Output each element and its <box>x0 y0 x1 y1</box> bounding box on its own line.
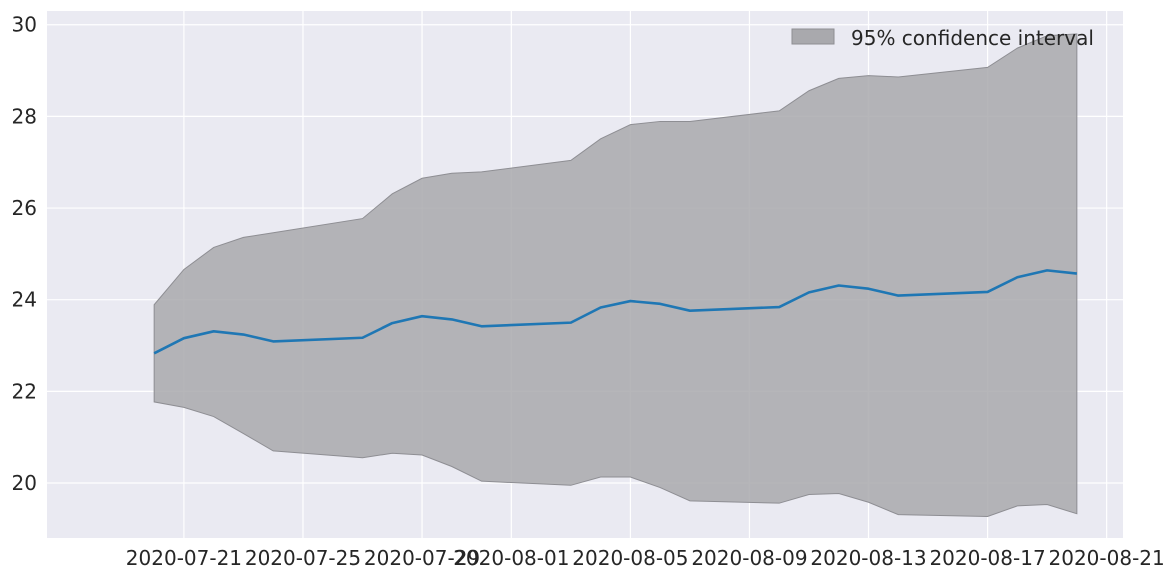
confidence-band-layer <box>153 33 1078 517</box>
x-tick-label: 2020-08-13 <box>810 546 926 570</box>
x-tick-label: 2020-08-05 <box>572 546 688 570</box>
x-tick-label: 2020-08-01 <box>453 546 569 570</box>
y-tick-label: 26 <box>12 196 37 220</box>
y-tick-label: 24 <box>12 288 37 312</box>
x-tick-label: 2020-07-29 <box>364 546 480 570</box>
mean-line <box>153 269 1077 355</box>
legend-label-confidence-interval: 95% confidence interval <box>851 26 1094 50</box>
y-tick-label: 20 <box>12 471 37 495</box>
y-tick-label: 30 <box>12 13 37 37</box>
x-tick-label: 2020-08-09 <box>691 546 807 570</box>
x-tick-label: 2020-07-21 <box>126 546 242 570</box>
y-tick-label: 22 <box>12 379 37 403</box>
x-axis-ticks: 2020-07-21 2020-07-25 2020-07-292020-08-01… <box>126 546 1165 570</box>
x-tick-label: 2020-08-21 <box>1049 546 1165 570</box>
x-tick-label: 2020-08-17 <box>929 546 1045 570</box>
legend-swatch-confidence-interval <box>791 28 835 45</box>
legend: 95% confidence interval <box>791 26 1094 50</box>
confidence-band <box>153 33 1078 517</box>
mean-line-layer <box>153 269 1077 355</box>
y-axis-ticks: 20 22 24 26 28 30 <box>12 13 37 495</box>
x-tick-label: 2020-07-25 <box>245 546 361 570</box>
y-tick-label: 28 <box>12 104 37 128</box>
